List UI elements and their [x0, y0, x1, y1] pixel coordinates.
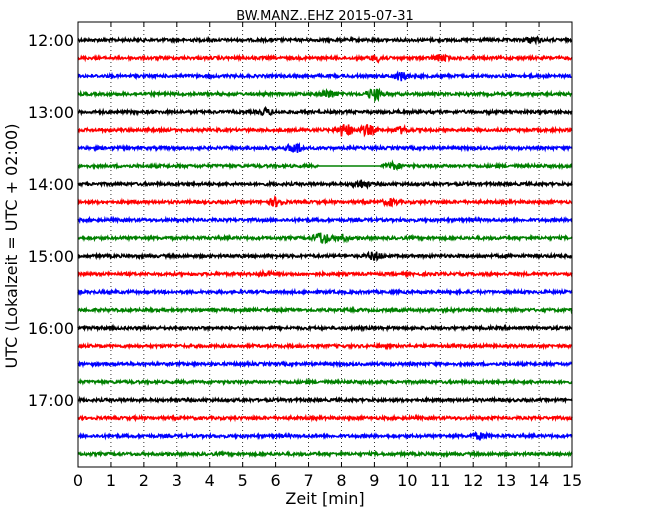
trace-line — [77, 305, 573, 315]
x-tick-label: 8 — [336, 471, 346, 490]
trace-line — [77, 35, 573, 46]
y-tick-label: 13:00 — [28, 103, 74, 122]
trace-line — [77, 53, 573, 64]
seismic-trace — [77, 268, 573, 279]
seismic-trace — [77, 87, 573, 103]
trace-line — [77, 395, 573, 405]
seismic-trace — [77, 395, 573, 405]
trace-line — [77, 250, 573, 262]
trace-layer — [77, 35, 573, 459]
seismic-trace — [77, 195, 573, 208]
seismic-trace — [77, 449, 573, 459]
seismic-trace — [77, 141, 573, 153]
seismic-trace — [77, 430, 573, 441]
trace-line — [77, 341, 573, 351]
seismic-trace — [77, 215, 573, 225]
x-tick-label: 14 — [529, 471, 549, 490]
x-tick-label: 10 — [397, 471, 417, 490]
y-tick-label: 14:00 — [28, 175, 74, 194]
trace-line — [77, 430, 573, 441]
trace-line — [77, 449, 573, 459]
trace-line — [77, 141, 573, 153]
plot-frame — [77, 21, 573, 468]
trace-line — [77, 232, 573, 245]
seismic-trace — [77, 232, 573, 245]
seismic-trace — [77, 250, 573, 262]
trace-line — [77, 323, 573, 333]
x-tick-label: 2 — [139, 471, 149, 490]
seismic-trace — [77, 179, 573, 190]
x-tick-label: 13 — [496, 471, 516, 490]
trace-line — [77, 179, 573, 190]
seismic-trace — [77, 53, 573, 64]
y-tick-label: 17:00 — [28, 391, 74, 410]
tick-layer: 0 1 2 3 4 5 6 7 8 9 10 11 12 13 14 1512:0013:0014:0015:… — [28, 22, 582, 490]
y-tick-label: 15:00 — [28, 247, 74, 266]
x-tick-label: 4 — [205, 471, 215, 490]
trace-line — [77, 195, 573, 208]
seismic-trace — [77, 35, 573, 46]
trace-line — [77, 287, 573, 297]
seismic-trace — [77, 70, 573, 82]
trace-line — [77, 123, 573, 138]
seismic-trace — [77, 377, 573, 387]
seismic-trace — [77, 413, 573, 423]
seismic-trace — [77, 359, 573, 369]
seismic-trace — [77, 305, 573, 315]
seismic-trace — [77, 123, 573, 138]
trace-line — [77, 359, 573, 369]
trace-line — [77, 413, 573, 423]
seismic-trace — [77, 159, 573, 172]
trace-line — [77, 268, 573, 279]
x-tick-label: 11 — [430, 471, 450, 490]
x-tick-label: 1 — [106, 471, 116, 490]
seismic-trace — [77, 323, 573, 333]
x-tick-label: 15 — [562, 471, 582, 490]
seismic-trace — [77, 287, 573, 297]
x-tick-label: 7 — [303, 471, 313, 490]
x-tick-label: 6 — [271, 471, 281, 490]
x-tick-label: 0 — [73, 471, 83, 490]
y-tick-label: 12:00 — [28, 31, 74, 50]
trace-line — [77, 105, 573, 117]
chart-title: BW.MANZ..EHZ 2015-07-31 — [236, 9, 414, 24]
trace-line — [77, 87, 573, 103]
seismic-trace — [77, 341, 573, 351]
trace-line — [77, 70, 573, 82]
y-axis-label: UTC (Lokalzeit = UTC + 02:00) — [2, 124, 21, 369]
y-tick-label: 16:00 — [28, 319, 74, 338]
x-axis-label: Zeit [min] — [285, 489, 364, 508]
seismic-trace — [77, 105, 573, 117]
x-tick-label: 12 — [463, 471, 483, 490]
x-tick-label: 3 — [172, 471, 182, 490]
trace-line — [77, 377, 573, 387]
trace-line — [77, 215, 573, 225]
x-tick-label: 5 — [238, 471, 248, 490]
x-tick-label: 9 — [369, 471, 379, 490]
